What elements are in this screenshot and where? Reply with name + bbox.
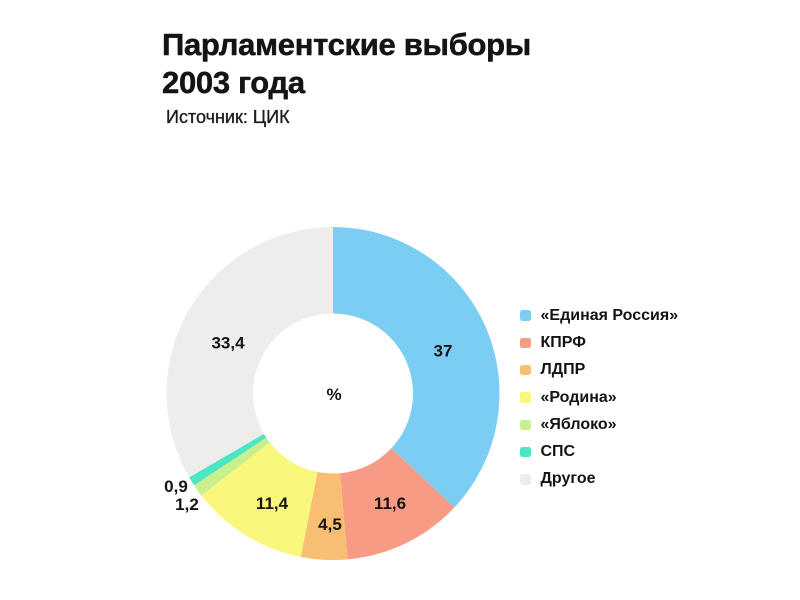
svg-text:11,4: 11,4 [256, 494, 289, 513]
svg-text:37: 37 [434, 342, 453, 361]
svg-text:4,5: 4,5 [318, 515, 342, 534]
svg-text:%: % [326, 385, 341, 404]
svg-text:0,9: 0,9 [164, 477, 188, 496]
svg-text:1,2: 1,2 [175, 495, 199, 514]
svg-text:11,6: 11,6 [374, 494, 406, 513]
svg-text:33,4: 33,4 [211, 333, 245, 352]
